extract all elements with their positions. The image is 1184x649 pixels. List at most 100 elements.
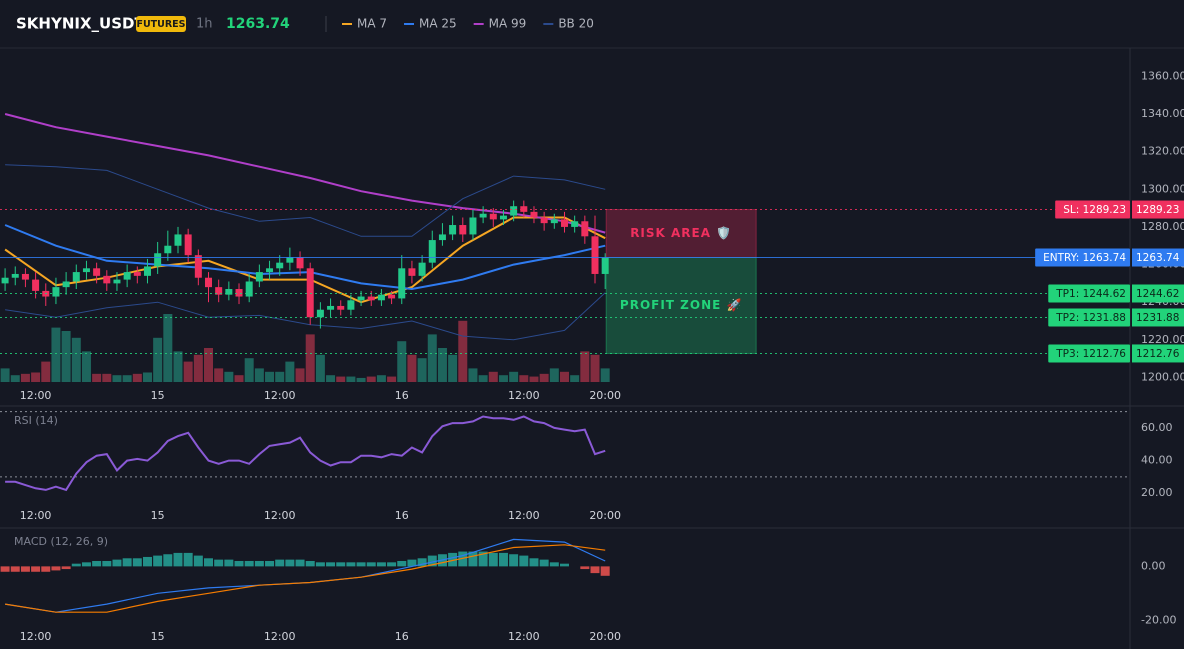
x-tick-label: 12:00 <box>264 630 296 643</box>
badge: FUTURES <box>136 19 185 30</box>
candle-body <box>174 234 182 246</box>
macd-hist <box>102 560 112 567</box>
macd-hist <box>71 563 81 567</box>
candle-body <box>296 257 304 269</box>
y-tick-label: 1300.00 <box>1141 182 1184 195</box>
level-tag <box>1055 200 1130 219</box>
macd-hist <box>305 560 315 567</box>
volume-bar <box>468 368 478 382</box>
volume-bar <box>539 373 549 382</box>
macd-hist <box>183 552 193 567</box>
volume-bar <box>315 354 325 382</box>
candle-body <box>103 275 111 284</box>
volume-bar <box>559 371 569 382</box>
candle-body <box>398 268 406 299</box>
price-tag-text: 1212.76 <box>1136 348 1180 360</box>
x-tick-label: 12:00 <box>20 389 52 402</box>
macd-hist <box>590 566 600 574</box>
volume-bar <box>244 358 254 382</box>
volume-bar <box>580 351 590 382</box>
candle-body <box>591 236 599 274</box>
volume-bar <box>173 351 183 382</box>
candle-body <box>62 281 70 288</box>
candle-body <box>601 257 609 274</box>
candle-body <box>469 217 477 235</box>
macd-hist <box>580 566 590 570</box>
macd-hist <box>142 556 152 567</box>
macd-hist <box>92 560 102 567</box>
macd-hist <box>336 562 346 567</box>
candle-body <box>32 279 40 291</box>
y-tick-label: 1320.00 <box>1141 145 1184 158</box>
volume-bar <box>142 372 152 382</box>
candle-body <box>1 277 9 284</box>
volume-bar <box>61 331 71 382</box>
volume-bar <box>437 348 447 382</box>
price-tag <box>1132 308 1184 327</box>
candle-body <box>123 272 131 280</box>
volume-bar <box>20 373 30 382</box>
volume-bar <box>265 371 275 382</box>
volume-bar <box>0 368 10 382</box>
y-tick-label: 20.00 <box>1141 486 1173 499</box>
x-tick-label: 12:00 <box>264 509 296 522</box>
symbol: SKHYNIX_USDT <box>16 15 145 33</box>
volume-bar <box>254 368 264 382</box>
candle-body <box>560 219 568 227</box>
level-tag-text: TP2: 1231.88 <box>1055 312 1126 324</box>
volume-bar <box>478 375 488 382</box>
volume-bar <box>376 375 386 382</box>
volume-bar <box>407 354 417 382</box>
x-tick-label: 12:00 <box>508 389 540 402</box>
volume-bar <box>193 354 203 382</box>
volume-bar <box>387 376 397 382</box>
candle-body <box>255 272 263 282</box>
candle-body <box>225 289 233 295</box>
volume-bar <box>346 376 356 382</box>
x-tick-label: 20:00 <box>589 630 621 643</box>
volume-bar <box>509 371 519 382</box>
volume-bar <box>519 375 529 382</box>
macd-hist <box>61 566 71 570</box>
candle-body <box>286 257 294 263</box>
macd-hist <box>173 552 183 567</box>
candle-body <box>581 221 589 237</box>
volume-bar <box>417 358 427 382</box>
y-tick-label: 1220.00 <box>1141 333 1184 346</box>
legend-label: MA 7 <box>357 17 387 31</box>
level-tag-text: TP1: 1244.62 <box>1055 288 1126 300</box>
zone <box>605 209 757 259</box>
macd-hist <box>315 562 325 567</box>
last-price: 1263.74 <box>226 16 290 32</box>
price-tag <box>1132 344 1184 363</box>
y-tick-label: 1340.00 <box>1141 107 1184 120</box>
level-tag <box>1048 284 1130 303</box>
macd-hist <box>559 563 569 567</box>
macd-hist <box>346 562 356 567</box>
zone <box>605 257 757 354</box>
candle-body <box>327 305 335 310</box>
y-tick-label: 1280.00 <box>1141 220 1184 233</box>
macd-hist <box>509 554 519 567</box>
volume-bar <box>112 375 122 382</box>
candle-body <box>306 268 314 318</box>
macd-hist <box>244 560 254 567</box>
macd-hist <box>132 558 142 567</box>
volume-bar <box>570 375 580 382</box>
badge-bg <box>136 16 186 32</box>
price-tag-text: 1263.74 <box>1136 252 1180 264</box>
x-tick-label: 15 <box>151 509 165 522</box>
volume-bar <box>10 375 20 382</box>
candle-body <box>337 305 345 310</box>
volume-bar <box>285 361 295 382</box>
macd-hist <box>468 551 478 567</box>
candle-body <box>113 279 121 284</box>
candle-body <box>438 234 446 241</box>
macd-hist <box>204 558 214 567</box>
macd-hist <box>488 552 498 567</box>
candle-body <box>550 219 558 224</box>
x-tick-label: 16 <box>395 389 409 402</box>
level-tag-text: TP3: 1212.76 <box>1055 348 1126 360</box>
macd-hist <box>41 566 51 572</box>
